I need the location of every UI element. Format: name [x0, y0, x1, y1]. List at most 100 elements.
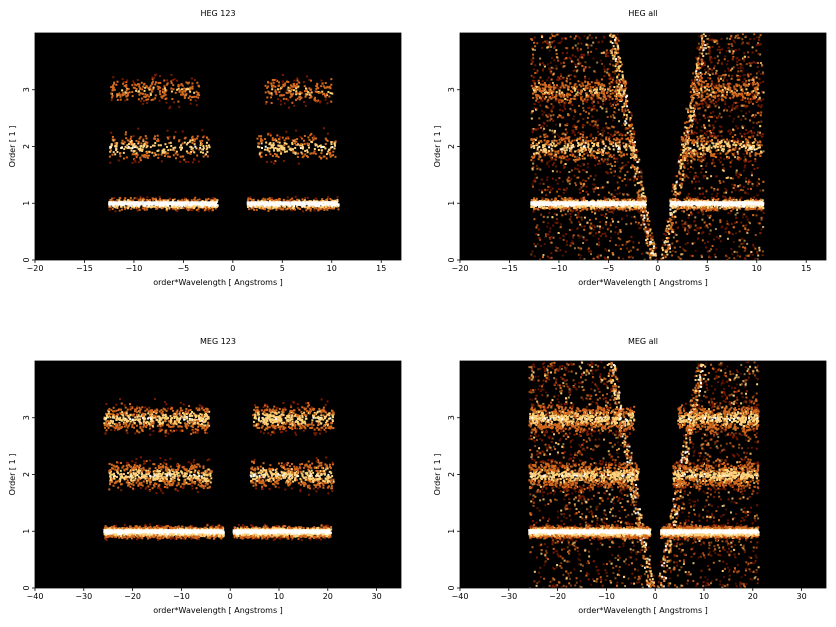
- band-pixel: [286, 199, 289, 202]
- band-pixel: [124, 91, 127, 94]
- edge-pixel: [625, 117, 628, 120]
- bg-pixel: [716, 103, 719, 106]
- bg-pixel: [665, 219, 668, 222]
- band-pixel: [329, 87, 332, 90]
- bg-pixel: [596, 96, 599, 99]
- band-pixel: [178, 207, 181, 210]
- band-pixel: [292, 150, 295, 153]
- bg-pixel: [600, 214, 603, 217]
- bg-pixel: [699, 193, 702, 196]
- bg-pixel: [560, 93, 563, 96]
- band-pixel: [303, 100, 306, 103]
- bg-pixel: [705, 133, 708, 136]
- bg-pixel: [592, 107, 595, 110]
- bg-pixel: [759, 62, 762, 65]
- band-pixel: [158, 195, 161, 198]
- edge-pixel: [690, 110, 693, 113]
- bg-pixel: [594, 84, 597, 87]
- edge-pixel: [617, 51, 620, 54]
- band-pixel: [152, 198, 155, 201]
- bg-pixel: [687, 176, 690, 179]
- band-pixel: [140, 97, 143, 100]
- band-pixel: [141, 199, 144, 202]
- bg-pixel: [576, 58, 579, 61]
- band-pixel: [193, 207, 196, 210]
- band-pixel: [326, 85, 329, 88]
- band-pixel: [136, 146, 139, 149]
- band-pixel: [185, 207, 188, 210]
- bg-pixel: [757, 121, 760, 124]
- band-pixel: [149, 88, 152, 91]
- band-pixel: [137, 161, 140, 164]
- band-pixel: [201, 205, 204, 208]
- bg-pixel: [752, 60, 755, 63]
- bg-pixel: [601, 40, 604, 43]
- band-pixel: [154, 73, 157, 76]
- bg-pixel: [692, 72, 695, 75]
- band-pixel: [283, 144, 286, 147]
- edge-pixel: [626, 131, 629, 134]
- band-pixel: [257, 205, 260, 208]
- bg-pixel: [546, 163, 549, 166]
- band-pixel: [269, 134, 272, 137]
- band-pixel: [272, 142, 275, 145]
- bg-pixel: [706, 177, 709, 180]
- bg-pixel: [626, 247, 629, 250]
- band-pixel: [126, 147, 129, 150]
- bg-pixel: [691, 139, 694, 142]
- bg-pixel: [587, 250, 590, 253]
- edge-pixel: [672, 231, 675, 234]
- bg-pixel: [605, 54, 608, 57]
- band-pixel: [145, 95, 148, 98]
- band-pixel: [258, 153, 261, 156]
- bg-pixel: [600, 52, 603, 55]
- bg-pixel: [578, 104, 581, 107]
- bg-pixel: [625, 146, 628, 149]
- bg-pixel: [535, 233, 538, 236]
- band-pixel: [151, 77, 154, 80]
- bg-pixel: [617, 220, 620, 223]
- bg-pixel: [622, 165, 625, 168]
- bg-pixel: [757, 130, 760, 133]
- band-pixel: [203, 206, 206, 209]
- band-pixel: [146, 101, 149, 104]
- bg-pixel: [533, 218, 536, 221]
- band-pixel: [181, 84, 184, 87]
- bg-pixel: [724, 153, 727, 156]
- bg-pixel: [548, 67, 551, 70]
- band-pixel: [331, 141, 334, 144]
- bg-pixel: [696, 176, 699, 179]
- band-pixel: [247, 204, 250, 207]
- bg-pixel: [677, 256, 680, 259]
- band-pixel: [152, 98, 155, 101]
- band-pixel: [269, 208, 272, 211]
- bg-pixel: [561, 214, 564, 217]
- bg-pixel: [549, 227, 552, 230]
- bg-pixel: [530, 155, 533, 158]
- bg-pixel: [627, 256, 630, 259]
- band-pixel: [178, 199, 181, 202]
- bg-pixel: [564, 124, 567, 127]
- bg-pixel: [708, 144, 711, 147]
- bg-pixel: [673, 246, 676, 249]
- band-pixel: [198, 198, 201, 201]
- bg-pixel: [745, 230, 748, 233]
- band-pixel: [183, 197, 186, 200]
- bg-pixel: [575, 128, 578, 131]
- bg-pixel: [749, 143, 752, 146]
- bg-pixel: [626, 171, 629, 174]
- edge-pixel: [609, 33, 612, 36]
- bg-pixel: [719, 131, 722, 134]
- edge-pixel: [634, 176, 637, 179]
- bg-pixel: [746, 42, 749, 45]
- bg-pixel: [556, 85, 559, 88]
- bg-pixel: [609, 230, 612, 233]
- bg-pixel: [732, 39, 735, 42]
- band-pixel: [173, 207, 176, 210]
- bg-pixel: [611, 70, 614, 73]
- band-pixel: [173, 78, 176, 81]
- band-pixel: [298, 199, 301, 202]
- bg-pixel: [746, 132, 749, 135]
- bg-pixel: [749, 38, 752, 41]
- bg-pixel: [712, 110, 715, 113]
